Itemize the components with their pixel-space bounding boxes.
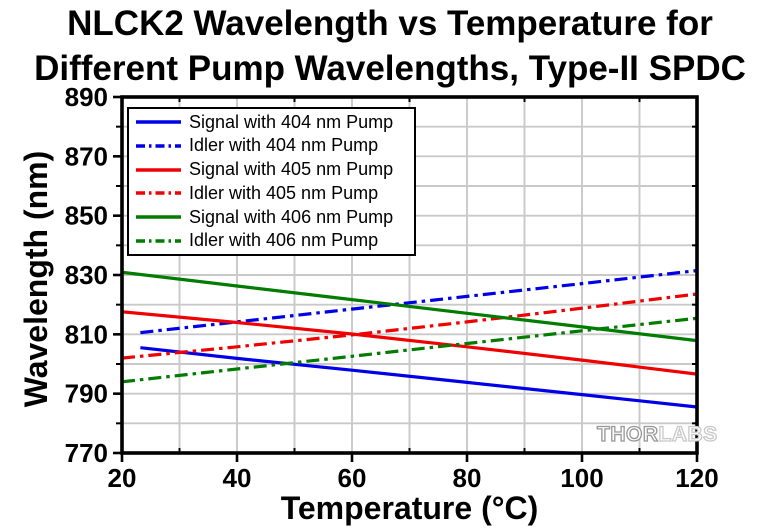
y-axis-title: Wavelength (nm) [18,150,54,408]
legend-label: Idler with 404 nm Pump [189,135,379,156]
x-tick-label: 100 [560,463,603,493]
legend-line-sample [136,239,181,243]
x-tick-label: 40 [223,463,252,493]
x-tick-label: 20 [108,463,137,493]
chart-title-line-1: NLCK2 Wavelength vs Temperature for [67,4,713,43]
y-tick-label: 790 [65,379,108,409]
legend-label: Signal with 406 nm Pump [189,206,394,227]
series-line-idler-with-405-nm-pump [121,292,698,360]
y-tick-label: 870 [65,141,108,171]
legend: Signal with 404 nm Pump Idler with 404 n… [127,107,416,256]
chart-title-line-2: Different Pump Wavelengths, Type-II SPDC [34,49,746,88]
legend-item: Signal with 405 nm Pump [135,158,414,181]
series-line-signal-with-404-nm-pump [140,346,698,409]
legend-label: Idler with 406 nm Pump [189,230,379,251]
legend-item: Signal with 406 nm Pump [135,206,414,229]
legend-line-sample [136,120,181,124]
series-line-idler-with-406-nm-pump [121,316,698,384]
series-line-idler-with-404-nm-pump [140,269,698,335]
y-tick-label: 890 [65,82,108,112]
legend-item: Signal with 404 nm Pump [135,111,414,134]
legend-item: Idler with 404 nm Pump [135,134,414,157]
x-axis-title: Temperature (°C) [280,490,539,526]
legend-line-sample [136,144,181,148]
legend-label: Signal with 404 nm Pump [189,111,394,132]
legend-line-sample [136,167,181,172]
legend-item: Idler with 405 nm Pump [135,182,414,205]
y-tick-label: 810 [65,319,108,349]
legend-label: Signal with 405 nm Pump [189,159,394,180]
series-line-signal-with-405-nm-pump [121,310,698,376]
watermark-thor-text: THOR [596,422,659,446]
y-tick-labels: 770 790 810 830 850 870 890 [65,82,108,468]
y-tick-label: 770 [65,438,108,468]
chart-title: NLCK2 Wavelength vs Temperature for Diff… [0,1,780,91]
watermark-labs-text: LABS [658,422,718,446]
x-tick-label: 120 [675,463,718,493]
y-tick-label: 850 [65,201,108,231]
legend-line-sample [136,191,181,196]
frame-rect [120,95,699,455]
axis-ticks [113,95,699,462]
plot-frame [120,95,699,455]
legend-line-sample [136,215,181,219]
series-lines [121,269,698,409]
x-tick-label: 80 [453,463,482,493]
legend-label: Idler with 405 nm Pump [189,182,379,203]
legend-item: Idler with 406 nm Pump [135,229,414,252]
x-tick-label: 60 [338,463,367,493]
y-tick-label: 830 [65,260,108,290]
x-tick-labels: 20 40 60 80 100 120 [108,463,719,493]
thorlabs-watermark: THORLABS [596,422,718,447]
